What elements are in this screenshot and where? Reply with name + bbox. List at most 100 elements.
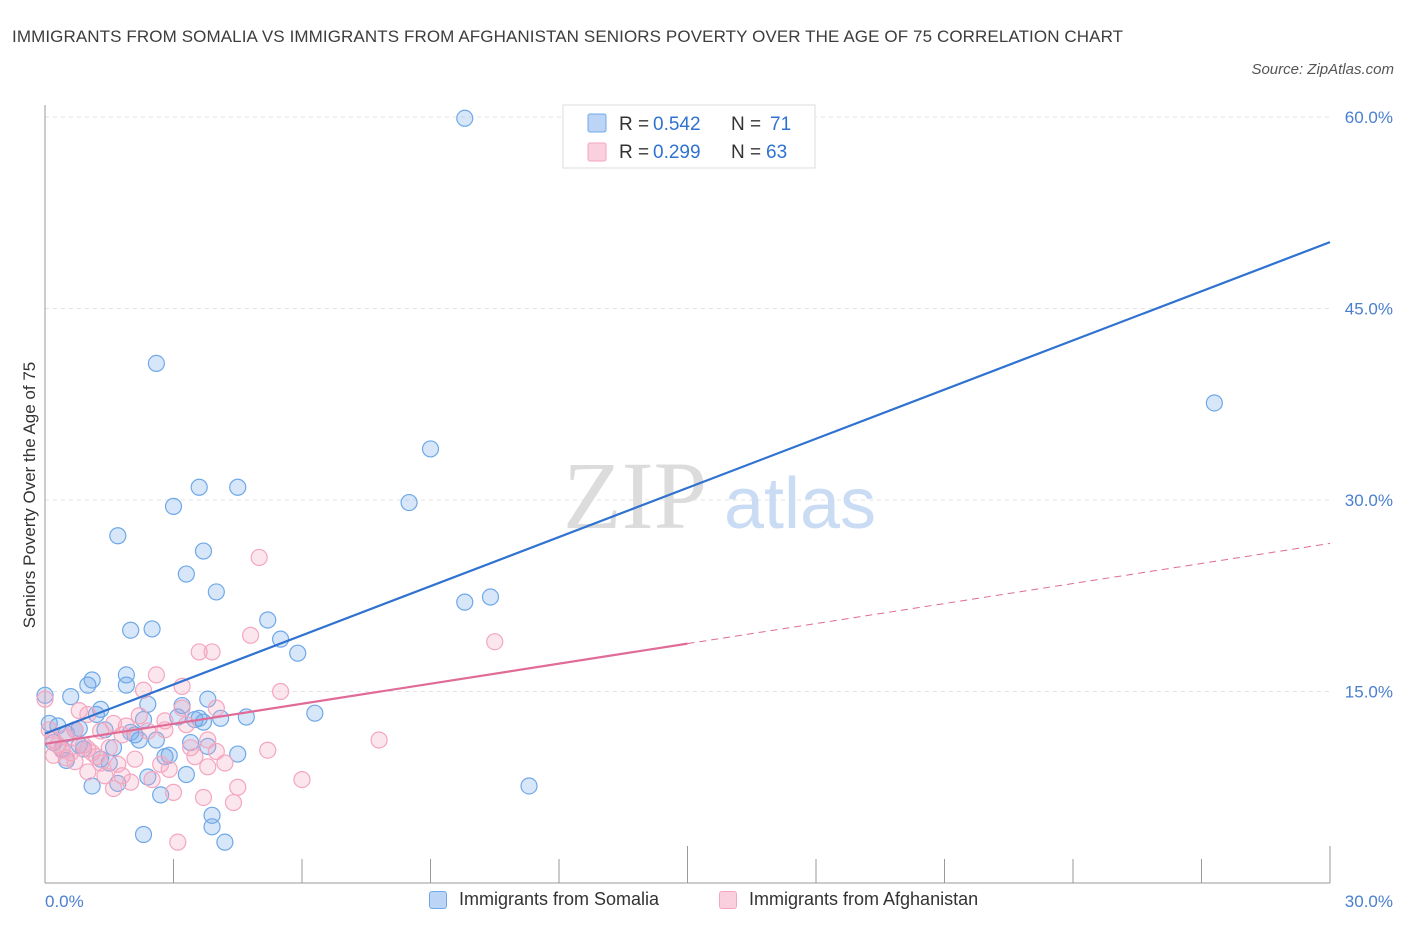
point-somalia bbox=[306, 704, 324, 722]
r-legend: R = 0.542 N = 71 R = 0.299 N = 63 bbox=[562, 104, 816, 169]
y-tick-label: 30.0% bbox=[1345, 491, 1393, 510]
legend-n-label-somalia: N = bbox=[731, 114, 761, 135]
point-afghanistan bbox=[113, 767, 131, 785]
point-somalia bbox=[400, 493, 418, 512]
point-afghanistan bbox=[293, 770, 311, 789]
legend-r-label-somalia: R = bbox=[619, 114, 649, 135]
point-somalia bbox=[259, 611, 277, 629]
point-somalia bbox=[199, 690, 217, 708]
legend-item-afghanistan: Immigrants from Afghanistan bbox=[719, 889, 978, 910]
point-somalia bbox=[117, 666, 135, 684]
watermark: ZIP atlas bbox=[563, 442, 876, 549]
point-somalia bbox=[177, 565, 195, 583]
trend-lines bbox=[44, 241, 1331, 745]
point-afghanistan bbox=[44, 746, 63, 764]
point-somalia bbox=[139, 695, 157, 713]
point-afghanistan bbox=[152, 755, 170, 773]
legend-n-value-somalia: 71 bbox=[770, 114, 791, 135]
trend-line-afghanistan-projection bbox=[687, 542, 1331, 645]
point-afghanistan bbox=[36, 690, 54, 708]
point-somalia bbox=[117, 676, 135, 694]
legend-swatch-somalia-bottom bbox=[429, 890, 447, 909]
point-afghanistan bbox=[207, 699, 225, 717]
point-afghanistan bbox=[177, 716, 195, 734]
point-afghanistan bbox=[486, 633, 504, 651]
point-afghanistan bbox=[130, 707, 148, 725]
point-afghanistan bbox=[104, 714, 123, 733]
point-afghanistan bbox=[92, 754, 110, 772]
point-afghanistan bbox=[79, 740, 97, 758]
watermark-zip: ZIP bbox=[563, 442, 707, 549]
gridlines bbox=[45, 116, 1330, 692]
legend-n-value-afghanistan: 63 bbox=[766, 142, 787, 163]
legend-item-somalia: Immigrants from Somalia bbox=[429, 889, 659, 910]
point-afghanistan bbox=[62, 744, 80, 762]
x-tick-label: 0.0% bbox=[45, 892, 84, 911]
point-somalia bbox=[216, 833, 234, 851]
point-somalia bbox=[147, 354, 165, 372]
point-afghanistan bbox=[207, 742, 225, 761]
legend-swatch-afghanistan bbox=[587, 142, 607, 162]
y-tick-label: 15.0% bbox=[1345, 683, 1393, 702]
point-afghanistan bbox=[70, 702, 88, 720]
point-afghanistan bbox=[229, 778, 247, 796]
point-somalia bbox=[83, 777, 101, 795]
legend-label-somalia: Immigrants from Somalia bbox=[459, 889, 660, 909]
point-afghanistan bbox=[199, 758, 217, 776]
legend-n-label-afghanistan: N = bbox=[731, 142, 761, 163]
point-afghanistan bbox=[203, 643, 221, 661]
point-afghanistan bbox=[169, 833, 187, 851]
point-somalia bbox=[190, 478, 208, 496]
point-somalia bbox=[134, 825, 153, 844]
point-afghanistan bbox=[160, 760, 178, 778]
point-somalia bbox=[109, 527, 127, 545]
point-somalia bbox=[83, 671, 101, 689]
point-somalia bbox=[520, 777, 538, 795]
legend-swatch-afghanistan-bottom bbox=[719, 890, 737, 909]
legend-r-value-afghanistan: 0.299 bbox=[653, 142, 701, 163]
point-somalia bbox=[229, 478, 247, 496]
point-afghanistan bbox=[139, 722, 157, 740]
point-afghanistan bbox=[104, 779, 123, 798]
point-afghanistan bbox=[370, 731, 388, 749]
point-somalia bbox=[1205, 394, 1223, 412]
legend-label-afghanistan: Immigrants from Afghanistan bbox=[749, 889, 979, 909]
point-afghanistan bbox=[173, 699, 191, 717]
y-tick-label: 60.0% bbox=[1345, 108, 1393, 127]
point-afghanistan bbox=[259, 741, 277, 759]
point-afghanistan bbox=[79, 763, 97, 781]
point-somalia bbox=[456, 109, 474, 127]
chart-source: Source: ZipAtlas.com bbox=[1251, 61, 1394, 78]
point-somalia bbox=[481, 588, 500, 606]
point-afghanistan bbox=[100, 739, 118, 757]
point-afghanistan bbox=[271, 682, 290, 701]
trend-line-somalia bbox=[44, 241, 1331, 735]
point-afghanistan bbox=[66, 753, 84, 771]
y-axis-label: Seniors Poverty Over the Age of 75 bbox=[20, 362, 39, 628]
point-afghanistan bbox=[250, 548, 268, 567]
point-afghanistan bbox=[122, 773, 140, 791]
point-somalia bbox=[62, 688, 80, 706]
chart-title: IMMIGRANTS FROM SOMALIA VS IMMIGRANTS FR… bbox=[12, 27, 1124, 46]
point-afghanistan bbox=[242, 626, 260, 644]
point-somalia bbox=[177, 765, 195, 784]
point-somalia bbox=[194, 713, 213, 731]
data-points bbox=[36, 109, 1223, 851]
point-somalia bbox=[421, 440, 440, 458]
point-afghanistan bbox=[216, 754, 234, 772]
point-somalia bbox=[229, 745, 247, 763]
point-somalia bbox=[207, 583, 225, 601]
point-somalia bbox=[130, 731, 148, 749]
point-afghanistan bbox=[143, 770, 161, 789]
point-afghanistan bbox=[186, 748, 204, 766]
tick-labels: 15.0% 30.0% 45.0% 60.0% 0.0% 30.0% bbox=[45, 108, 1393, 911]
legend-r-value-somalia: 0.542 bbox=[653, 114, 701, 135]
point-somalia bbox=[152, 786, 170, 804]
y-tick-label: 45.0% bbox=[1345, 300, 1393, 319]
axes bbox=[44, 105, 1331, 884]
legend-r-label-afghanistan: R = bbox=[619, 142, 649, 163]
point-somalia bbox=[199, 737, 217, 755]
point-afghanistan bbox=[224, 793, 243, 812]
point-somalia bbox=[194, 542, 213, 560]
